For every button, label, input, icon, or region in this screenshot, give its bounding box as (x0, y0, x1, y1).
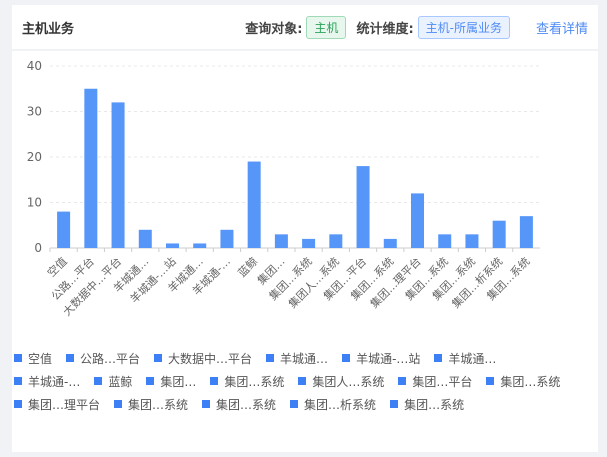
legend-label: 集团…系统 (224, 374, 285, 389)
legend-swatch-icon (486, 377, 495, 385)
bar (57, 211, 71, 248)
legend-label: 大数据中…平台 (168, 351, 253, 366)
legend-item[interactable]: 蓝鲸 (94, 373, 132, 389)
y-tick-label: 0 (34, 241, 42, 255)
bar (138, 229, 152, 248)
bar (220, 229, 234, 248)
legend-item[interactable]: 公路…平台 (66, 350, 140, 366)
legend-label: 集团…系统 (128, 397, 189, 412)
legend-label: 空值 (28, 351, 53, 366)
legend-swatch-icon (146, 377, 155, 385)
legend-label: 羊城通… (448, 351, 497, 366)
legend-item[interactable]: 大数据中…平台 (154, 350, 252, 366)
legend-swatch-icon (434, 354, 443, 362)
y-tick-label: 10 (27, 196, 42, 210)
legend-label: 集团…系统 (500, 374, 561, 389)
legend-item[interactable]: 集团… (146, 373, 196, 389)
legend-swatch-icon (266, 354, 275, 362)
bar (166, 243, 179, 248)
legend-swatch-icon (342, 354, 351, 362)
legend-item[interactable]: 羊城通… (434, 350, 496, 366)
y-tick-label: 30 (27, 105, 42, 119)
bar (274, 234, 288, 248)
bar (247, 161, 261, 248)
bar (111, 102, 125, 249)
bar (356, 166, 370, 248)
legend-item[interactable]: 空值 (14, 350, 52, 366)
legend-swatch-icon (14, 400, 22, 408)
bar (492, 220, 506, 248)
bar (193, 243, 207, 248)
y-tick-label: 20 (27, 150, 42, 164)
bar (302, 238, 316, 248)
card-header: 主机业务 查询对象: 主机 统计维度: 主机-所属业务 查看详情 (12, 5, 598, 51)
dimension-tag: 主机-所属业务 (417, 15, 510, 39)
legend-item[interactable]: 集团…系统 (210, 373, 284, 389)
legend-item[interactable]: 集团…系统 (390, 396, 464, 412)
legend-swatch-icon (14, 354, 22, 362)
query-object-tag: 主机 (306, 15, 347, 39)
legend-item[interactable]: 集团…析系统 (290, 396, 376, 412)
view-details-link[interactable]: 查看详情 (535, 21, 588, 37)
legend-item[interactable]: 集团…平台 (398, 373, 472, 389)
legend-label: 集团…系统 (216, 397, 277, 412)
legend-label: 集团… (160, 374, 197, 389)
legend-label: 公路…平台 (80, 351, 141, 366)
legend-label: 集团人…系统 (312, 374, 385, 389)
legend-swatch-icon (14, 377, 22, 385)
legend-item[interactable]: 羊城通… (266, 350, 328, 366)
bar (383, 238, 397, 248)
bar (84, 88, 98, 248)
bar (519, 216, 533, 248)
legend-swatch-icon (210, 377, 219, 385)
legend-item[interactable]: 集团…系统 (202, 396, 276, 412)
dimension-label: 统计维度: (356, 21, 414, 37)
legend-item[interactable]: 羊城通-… (14, 373, 80, 389)
legend-swatch-icon (66, 354, 75, 362)
legend-item[interactable]: 集团…系统 (114, 396, 188, 412)
legend-swatch-icon (202, 400, 211, 408)
legend-label: 蓝鲸 (108, 374, 133, 389)
legend-swatch-icon (398, 377, 407, 385)
legend-item[interactable]: 集团…系统 (486, 373, 560, 389)
legend-swatch-icon (390, 400, 399, 408)
card-title: 主机业务 (22, 21, 75, 37)
legend-swatch-icon (154, 354, 163, 362)
bar (329, 234, 343, 248)
legend-label: 羊城通-…站 (356, 351, 421, 366)
legend-swatch-icon (94, 377, 103, 385)
bar (411, 193, 424, 248)
legend-label: 集团…系统 (404, 397, 465, 412)
legend-item[interactable]: 集团…理平台 (14, 396, 100, 412)
bar-chart: 010203040空值公路…平台大数据中…平台羊城通…羊城通-…站羊城通…羊城通… (27, 59, 540, 319)
chart-legend: 空值 公路…平台 大数据中…平台 羊城通… 羊城通-…站 羊城通… 羊城通-… 蓝鲸 集团… 集团… (14, 350, 584, 412)
legend-item[interactable]: 羊城通-…站 (342, 350, 420, 366)
bar (438, 234, 452, 248)
bar (465, 234, 479, 248)
query-label: 查询对象: (245, 21, 303, 37)
y-tick-label: 40 (27, 59, 42, 73)
legend-label: 羊城通… (280, 351, 329, 366)
legend-item[interactable]: 集团人…系统 (298, 373, 384, 389)
legend-label: 集团…理平台 (28, 397, 101, 412)
legend-label: 集团…平台 (412, 374, 473, 389)
legend-swatch-icon (114, 400, 123, 408)
legend-swatch-icon (290, 400, 299, 408)
legend-swatch-icon (298, 377, 307, 385)
legend-label: 羊城通-… (28, 374, 81, 389)
legend-label: 集团…析系统 (304, 397, 377, 412)
